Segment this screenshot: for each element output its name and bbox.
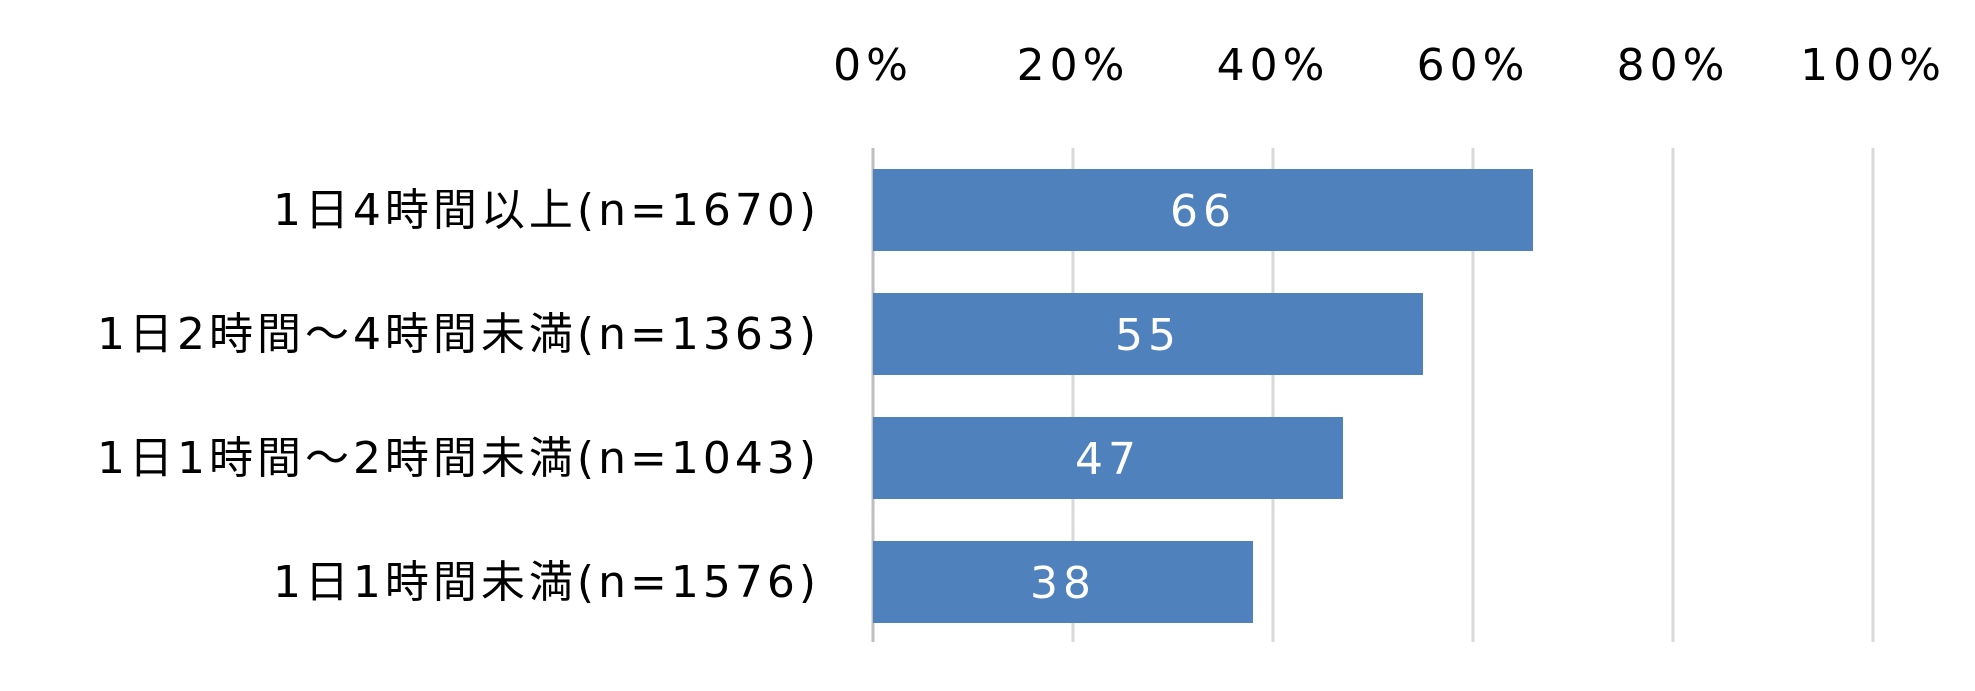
- x-tick-label: 0%: [833, 40, 913, 91]
- x-tick-label: 60%: [1417, 40, 1530, 91]
- bar: [873, 293, 1423, 375]
- bar: [873, 417, 1343, 499]
- data-label: 55: [1115, 310, 1181, 361]
- x-tick-label: 100%: [1800, 40, 1946, 91]
- x-tick-label: 20%: [1017, 40, 1130, 91]
- bar: [873, 541, 1253, 623]
- data-label: 47: [1075, 434, 1141, 485]
- bar: [873, 169, 1533, 251]
- category-label: 1日2時間～4時間未満(n=1363): [97, 309, 820, 360]
- category-label: 1日4時間以上(n=1670): [273, 185, 820, 236]
- x-tick-label: 80%: [1617, 40, 1730, 91]
- category-labels: 1日4時間以上(n=1670) 1日2時間～4時間未満(n=1363) 1日1時間～…: [97, 185, 820, 608]
- data-label: 66: [1170, 186, 1236, 237]
- category-label: 1日1時間～2時間未満(n=1043): [97, 433, 820, 484]
- x-tick-label: 40%: [1217, 40, 1330, 91]
- bars: [873, 169, 1533, 623]
- category-label: 1日1時間未満(n=1576): [273, 557, 820, 608]
- x-axis-tick-labels: 0% 20% 40% 60% 80% 100%: [833, 40, 1946, 91]
- data-label: 38: [1030, 558, 1096, 609]
- data-labels: 66 55 47 38: [1030, 186, 1236, 609]
